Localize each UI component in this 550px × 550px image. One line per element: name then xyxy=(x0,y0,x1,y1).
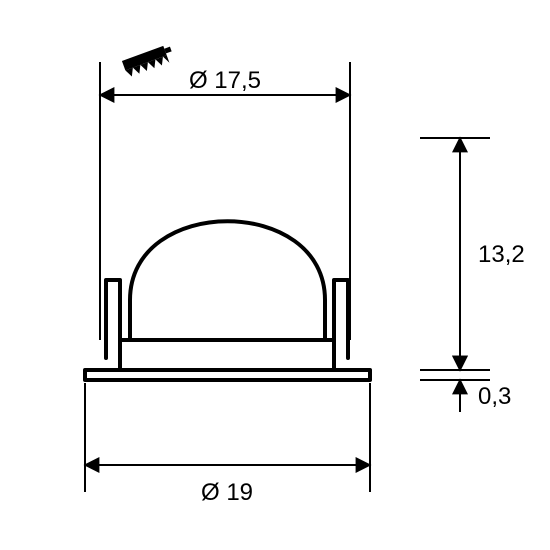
dim-bottom-diameter-label: Ø 19 xyxy=(201,479,253,506)
clip-left xyxy=(106,280,120,358)
dim-top-diameter-label: Ø 17,5 xyxy=(189,67,261,94)
dome xyxy=(130,221,325,340)
saw-icon xyxy=(122,44,175,78)
housing xyxy=(120,340,334,370)
dim-height-flange-label: 0,3 xyxy=(478,383,511,410)
dim-bottom-diameter xyxy=(85,383,370,492)
flange xyxy=(85,370,370,380)
dim-top-diameter xyxy=(100,62,350,340)
clip-right xyxy=(334,280,348,358)
dim-height-main-label: 13,2 xyxy=(478,241,525,268)
product-outline xyxy=(85,221,370,380)
